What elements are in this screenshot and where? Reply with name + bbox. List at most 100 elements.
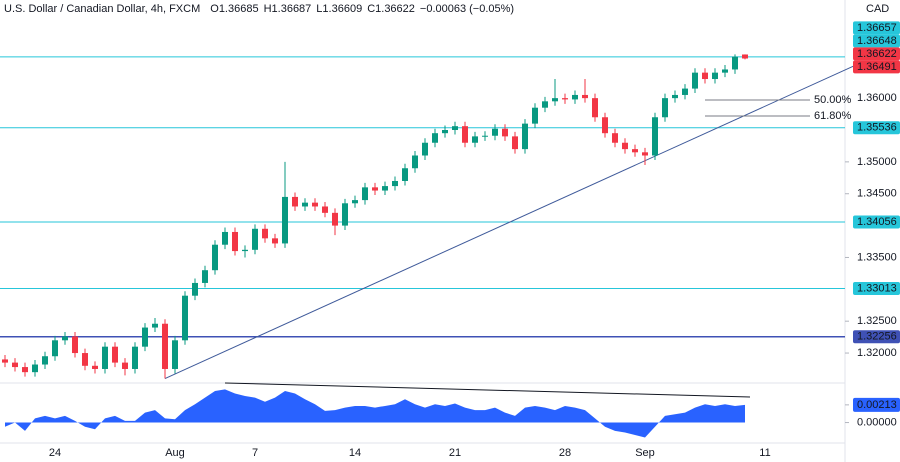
candle-body [532,107,538,124]
header: U.S. Dollar / Canadian Dollar, 4h, FXCM [4,3,200,15]
chart-title: U.S. Dollar / Canadian Dollar, 4h, FXCM [4,3,200,15]
candle-body [612,133,618,143]
oscillator-area [5,389,745,438]
price-badge [853,60,900,74]
candle-body [722,69,728,73]
osc-badge [853,397,900,412]
x-tick-label: 21 [449,447,461,459]
candle-body [332,212,338,226]
candle-body [42,356,48,365]
ohlc-value: 1.36685 [219,3,259,15]
candle-body [602,117,608,134]
candle-body [672,94,678,99]
candle-body [162,323,168,369]
ohlc-letter: L [316,3,322,15]
candle-body [252,228,258,250]
candle-body [552,98,558,102]
candle-body [152,323,158,328]
x-tick-label: 28 [559,447,571,459]
x-tick-label: 14 [349,447,361,459]
ohlc-letter: C [367,3,375,15]
candle-body [432,133,438,143]
y-tick-label: 1.36000 [857,92,897,104]
ohlc-letter: O [210,3,219,15]
candle-body [542,101,548,108]
price-badge-label: 1.32256 [857,331,897,343]
candle-body [472,136,478,143]
candle-body [142,327,148,347]
price-badge [853,121,900,135]
price-badge-label: 1.33013 [857,282,897,294]
candle-body [212,244,218,271]
y-tick-label: 1.34500 [857,188,897,200]
fib-label: 50.00% [814,94,852,106]
currency: CAD [866,3,889,15]
price-badge [853,47,900,61]
candle-body [72,336,78,354]
candle-body [92,365,98,369]
price-badge [853,330,900,344]
candle-body [262,228,268,239]
candle-body [402,168,408,181]
candle-body [622,142,628,150]
ohlc-value: 1.36609 [322,3,362,15]
candle-body [82,353,88,366]
candle-body [442,130,448,134]
candle-body [502,128,508,137]
candle-body [292,196,298,207]
candle-body [362,187,368,201]
x-tick-label: Aug [165,447,185,459]
candle-body [172,340,178,369]
price-badge [853,34,900,48]
price-badge-label: 1.36491 [857,61,897,73]
candle-body [492,128,498,136]
y-tick-label: 0.00000 [857,416,897,428]
candle-body [582,94,588,99]
candle-body [452,126,458,131]
x-tick-label: Sep [635,447,655,459]
candle-body [282,196,288,244]
trendline [164,64,856,379]
candle-body [232,231,238,252]
candle-body [572,94,578,100]
fib-label: 61.80% [814,110,852,122]
ohlc-letter: H [264,3,272,15]
candle-body [312,202,318,207]
x-tick-label: 7 [252,447,258,459]
candle-body [692,72,698,89]
candle-body [132,346,138,369]
candle-body [712,72,718,80]
candle-body [652,117,658,156]
candle-body [422,142,428,156]
candle-body [702,72,708,80]
candle-body [742,54,748,59]
y-tick-label: 1.32000 [857,347,897,359]
candle-body [352,200,358,204]
candle-body [522,123,528,150]
candle-body [202,270,208,283]
candle-body [682,88,688,95]
y-tick-label: 1.33500 [857,251,897,263]
price-badge-label: 1.34056 [857,216,897,228]
candle-body [322,206,328,213]
x-tick-label: 11 [759,447,770,459]
candle-body [392,180,398,187]
candle-body [482,135,488,137]
candle-body [302,202,308,207]
candle-body [182,295,188,341]
candle-body [112,346,118,363]
candle-body [222,231,228,245]
ohlc-value: 1.36687 [272,3,312,15]
change: −0.00063 (−0.05%) [420,3,514,15]
ohlc-value: 1.36622 [375,3,415,15]
candle-body [372,187,378,191]
candle-body [32,364,38,373]
candle-body [242,249,248,252]
candle-body [22,367,28,373]
candle-body [272,238,278,244]
candle-body [592,98,598,118]
y-tick-label: 1.32500 [857,315,897,327]
candle-body [462,126,468,143]
price-badge [853,281,900,295]
